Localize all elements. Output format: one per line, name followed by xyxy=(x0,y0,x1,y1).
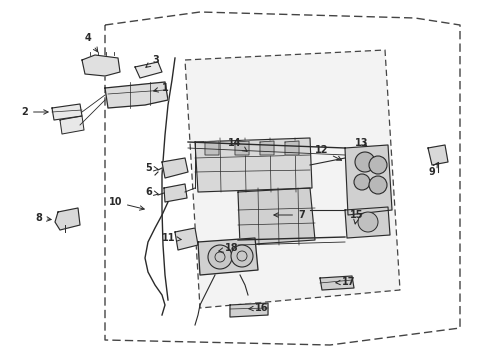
Polygon shape xyxy=(105,82,168,108)
Text: 1: 1 xyxy=(153,83,168,93)
Polygon shape xyxy=(204,141,219,155)
Polygon shape xyxy=(82,55,120,76)
Polygon shape xyxy=(135,62,162,78)
Polygon shape xyxy=(345,145,391,215)
Circle shape xyxy=(354,152,374,172)
Circle shape xyxy=(353,174,369,190)
Polygon shape xyxy=(260,141,273,155)
Circle shape xyxy=(207,245,231,269)
Polygon shape xyxy=(52,104,82,120)
Polygon shape xyxy=(60,116,84,134)
Text: 13: 13 xyxy=(354,138,368,148)
Text: 10: 10 xyxy=(108,197,144,210)
Text: 16: 16 xyxy=(248,303,268,313)
Text: 6: 6 xyxy=(145,187,158,197)
Polygon shape xyxy=(175,228,198,250)
Circle shape xyxy=(368,156,386,174)
Text: 14: 14 xyxy=(227,138,246,152)
Text: 8: 8 xyxy=(35,213,51,223)
Circle shape xyxy=(230,245,252,267)
Text: 17: 17 xyxy=(335,277,355,287)
Polygon shape xyxy=(319,276,353,290)
Text: 12: 12 xyxy=(314,145,341,160)
Polygon shape xyxy=(195,138,311,192)
Text: 3: 3 xyxy=(145,55,159,67)
Text: 11: 11 xyxy=(161,233,181,243)
Polygon shape xyxy=(229,303,267,317)
Text: 5: 5 xyxy=(145,163,158,173)
Circle shape xyxy=(357,212,377,232)
Text: 7: 7 xyxy=(273,210,304,220)
Circle shape xyxy=(368,176,386,194)
Text: 2: 2 xyxy=(21,107,48,117)
Polygon shape xyxy=(198,238,258,275)
Text: 18: 18 xyxy=(218,243,238,253)
Text: 15: 15 xyxy=(349,210,363,224)
Polygon shape xyxy=(427,145,447,165)
Polygon shape xyxy=(55,208,80,230)
Polygon shape xyxy=(345,207,389,238)
Polygon shape xyxy=(184,50,399,308)
Polygon shape xyxy=(238,188,314,245)
Text: 4: 4 xyxy=(84,33,98,52)
Polygon shape xyxy=(163,184,186,202)
Polygon shape xyxy=(285,141,298,155)
Polygon shape xyxy=(162,158,187,178)
Polygon shape xyxy=(235,141,248,155)
Text: 9: 9 xyxy=(428,163,437,177)
